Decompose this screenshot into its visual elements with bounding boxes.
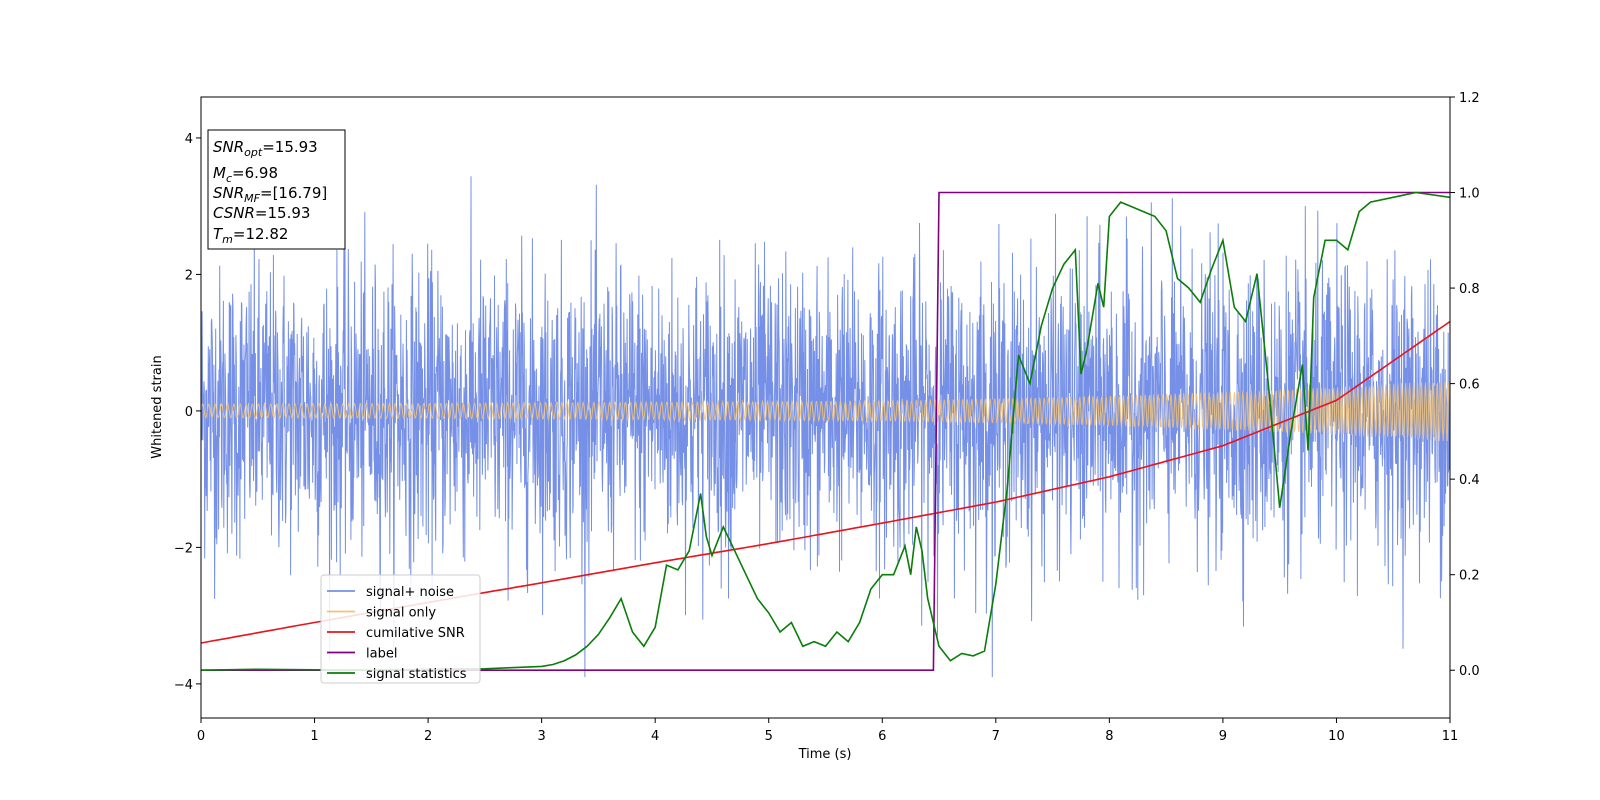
- y-left-tick-label: 4: [185, 132, 193, 147]
- annotation-tm: Tm=12.82: [213, 225, 288, 246]
- legend-label: signal only: [366, 606, 436, 621]
- snr-opt-symbol: SNR: [213, 138, 244, 156]
- y-right-tick-label: 0.2: [1459, 569, 1480, 584]
- y-axis-right: 0.0 0.2 0.4 0.6 0.8 1.0 1.2: [1450, 91, 1480, 679]
- legend-label: label: [366, 647, 397, 662]
- x-tick-label: 4: [651, 729, 659, 744]
- tm-value: =12.82: [233, 225, 289, 243]
- y-left-tick-label: 0: [185, 405, 193, 420]
- snr-mf-subscript: MF: [244, 192, 260, 205]
- annotation-frame: [207, 129, 346, 250]
- y-left-tick-label: −4: [174, 678, 193, 693]
- x-tick-label: 9: [1219, 729, 1227, 744]
- legend-label: cumilative SNR: [366, 626, 465, 641]
- x-tick-label: 11: [1442, 729, 1459, 744]
- annotation-csnr: CSNR=15.93: [213, 204, 310, 222]
- series-signal-statistics: [201, 191, 1450, 672]
- annotation-mc: Mc=6.98: [213, 164, 278, 185]
- legend-label: signal statistics: [366, 667, 467, 682]
- x-axis-label: Time (s): [798, 747, 852, 762]
- mc-subscript: c: [226, 172, 232, 185]
- y-left-tick-label: −2: [174, 541, 193, 556]
- y-axis-left: −4 −2 0 2 4: [174, 132, 201, 693]
- csnr-symbol: CSNR: [213, 204, 255, 222]
- series-signal-noise: [201, 176, 1450, 678]
- mc-symbol: M: [213, 164, 226, 182]
- annotation-snr-opt: SNRopt=15.93: [213, 138, 318, 159]
- legend: signal+ noise signal only cumilative SNR la…: [320, 574, 481, 684]
- y-right-tick-label: 0.8: [1459, 282, 1480, 297]
- x-tick-label: 2: [424, 729, 432, 744]
- mc-value: =6.98: [232, 164, 278, 182]
- y-right-tick-label: 0.4: [1459, 473, 1480, 488]
- x-axis: 0 1 2 3 4 5 6 7 8 9 10 11: [197, 718, 1458, 744]
- y-left-tick-label: 2: [185, 268, 193, 283]
- plot-frame: [200, 96, 1451, 719]
- snr-mf-symbol: SNR: [213, 184, 244, 202]
- tm-symbol: T: [213, 225, 224, 243]
- y-right-tick-label: 1.2: [1459, 91, 1480, 106]
- y-right-tick-label: 0.0: [1459, 664, 1480, 679]
- x-tick-label: 5: [765, 729, 773, 744]
- legend-frame: [320, 574, 481, 684]
- series-signal-only: [201, 381, 1450, 442]
- y-right-tick-label: 1.0: [1459, 187, 1480, 202]
- snr-opt-value: =15.93: [262, 138, 318, 156]
- x-tick-label: 7: [992, 729, 1000, 744]
- x-tick-label: 0: [197, 729, 205, 744]
- snr-mf-value: =[16.79]: [260, 184, 327, 202]
- legend-label: signal+ noise: [366, 585, 454, 600]
- snr-opt-subscript: opt: [244, 146, 263, 159]
- tm-subscript: m: [222, 233, 233, 246]
- x-tick-label: 1: [310, 729, 318, 744]
- x-tick-label: 10: [1328, 729, 1345, 744]
- x-tick-label: 6: [878, 729, 886, 744]
- annotation-box: SNRopt=15.93 Mc=6.98 SNRMF=[16.79] CSNR=…: [207, 129, 346, 250]
- y-axis-label: Whitened strain: [150, 355, 165, 458]
- x-tick-label: 8: [1105, 729, 1113, 744]
- annotation-snr-mf: SNRMF=[16.79]: [213, 184, 327, 205]
- y-right-tick-label: 0.6: [1459, 378, 1480, 393]
- csnr-value: =15.93: [255, 204, 311, 222]
- series-label: [201, 191, 1450, 671]
- x-tick-label: 3: [537, 729, 545, 744]
